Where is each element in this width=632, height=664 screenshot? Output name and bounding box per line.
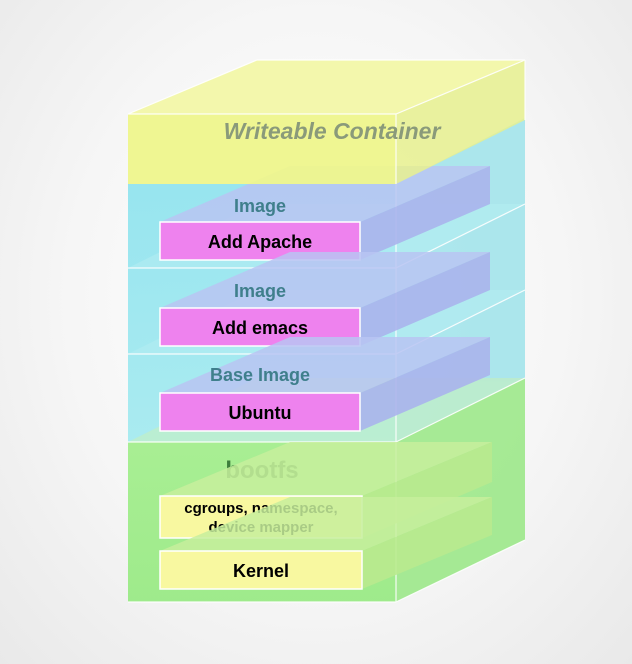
container-top-face bbox=[128, 60, 525, 114]
slab-side bbox=[360, 337, 490, 431]
add-apache-label: Add Apache bbox=[208, 232, 312, 252]
slab-top bbox=[160, 166, 490, 222]
writeable-container: Writeable Container bbox=[127, 59, 526, 184]
kernel-label: Kernel bbox=[233, 561, 289, 581]
layer-add-apache: Image Add Apache bbox=[159, 166, 490, 261]
kernel-box bbox=[159, 550, 363, 590]
container-side-face bbox=[396, 60, 525, 184]
kernel-slab-side bbox=[362, 497, 492, 589]
slab-side bbox=[360, 166, 490, 260]
slab-top bbox=[160, 252, 490, 308]
layer-heading: Base Image bbox=[210, 365, 310, 385]
kernel-slab-top bbox=[160, 497, 492, 551]
cgroups-slab-top bbox=[160, 442, 492, 496]
bootfs-section: bootfs cgroups, namespace, device mapper… bbox=[159, 442, 492, 590]
ubuntu-label: Ubuntu bbox=[229, 403, 292, 423]
layer-ubuntu: Base Image Ubuntu bbox=[159, 337, 490, 432]
layer-heading: Image bbox=[234, 281, 286, 301]
slab-top bbox=[160, 337, 490, 393]
slab-side bbox=[360, 252, 490, 346]
container-title: Writeable Container bbox=[224, 118, 442, 144]
add-emacs-label: Add emacs bbox=[212, 318, 308, 338]
layer-heading: Image bbox=[234, 196, 286, 216]
ubuntu-box bbox=[159, 392, 361, 432]
container-front-face bbox=[128, 114, 396, 184]
